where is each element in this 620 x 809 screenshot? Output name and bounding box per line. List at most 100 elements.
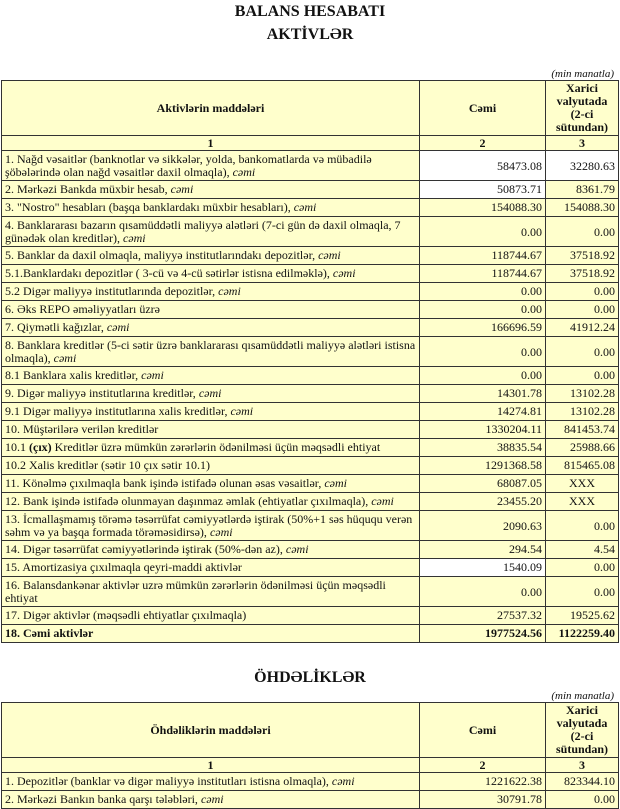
- total-value: 0.00: [419, 576, 546, 607]
- row-label: 8.1 Banklara xalis kreditlər, cəmi: [1, 366, 420, 385]
- table-row: 10.2 Xalis kreditlər (sətir 10 çıx sətir…: [1, 456, 619, 475]
- row-label: 9. Digər maliyyə institutlarına kreditlə…: [1, 384, 420, 403]
- row-label: 13. İcmallaşmamış törəmə təsərrüfat cəmi…: [1, 510, 420, 541]
- row-label: 10.1 (çıx) Kreditlər üzrə mümkün zərərlə…: [1, 438, 420, 457]
- row-label: 2. Mərkəzi Bankda müxbir hesab, cəmi: [1, 180, 420, 199]
- row-label-text: 5.2 Digər maliyyə institutlarında depozi…: [5, 284, 219, 298]
- total-value: 1977524.56: [419, 624, 546, 643]
- row-label-text: 18. Cəmi aktivlər: [5, 626, 94, 640]
- foreign-currency-value: 19525.62: [545, 606, 619, 625]
- column-number: 1: [1, 135, 420, 151]
- row-label: 8. Banklara kreditlər (5-ci sətir üzrə b…: [1, 336, 420, 367]
- foreign-currency-value: 37518.92: [545, 264, 619, 283]
- row-label-prefix: 10.1: [5, 440, 29, 454]
- foreign-currency-value: 841453.74: [545, 420, 619, 439]
- row-label-text: 8. Banklara kreditlər (5-ci sətir üzrə b…: [5, 337, 416, 365]
- table-row: 2. Mərkəzi Bankın banka qarşı tələbləri,…: [1, 790, 619, 809]
- row-label-suffix: cəmi: [293, 200, 317, 214]
- foreign-currency-value: 13102.28: [545, 384, 619, 403]
- row-label: 9.1 Digər maliyyə institutlarına xalis k…: [1, 402, 420, 421]
- total-value: 0.00: [419, 366, 546, 385]
- foreign-currency-value: 0.00: [545, 576, 619, 607]
- foreign-currency-value: 8361.79: [545, 180, 619, 199]
- row-label-suffix: cəmi: [318, 248, 341, 262]
- total-value: 154088.30: [419, 198, 546, 217]
- total-value: 118744.67: [419, 264, 546, 283]
- total-value: 58473.08: [419, 150, 546, 181]
- table-row: 1. Nağd vəsaitlər (banknotlar və sikkələ…: [1, 150, 619, 181]
- row-label-text: 10.2 Xalis kreditlər (sətir 10 çıx sətir…: [5, 458, 210, 472]
- row-label: 4. Banklararası bazarın qısamüddətli mal…: [1, 216, 420, 247]
- row-label-suffix: cəmi: [218, 284, 241, 298]
- table-row: 9. Digər maliyyə institutlarına kreditlə…: [1, 384, 619, 403]
- foreign-currency-value: 823344.10: [545, 772, 619, 791]
- row-label-suffix: cəmi: [141, 368, 164, 382]
- table-row: 4. Banklararası bazarın qısamüddətli mal…: [1, 216, 619, 247]
- row-label: 7. Qiymətli kağızlar, cəmi: [1, 318, 420, 337]
- total-value: 30791.78: [419, 790, 546, 809]
- foreign-currency-value: 37518.92: [545, 246, 619, 265]
- total-value: 0.00: [419, 282, 546, 301]
- table-row: 5. Banklar da daxil olmaqla, maliyyə ins…: [1, 246, 619, 265]
- row-label-text: 10. Müştərilərə verilən kreditlər: [5, 422, 159, 436]
- column-header-foreign-currency: Xarici valyutada (2-ci sütundan): [545, 702, 619, 758]
- row-label: 5. Banklar da daxil olmaqla, maliyyə ins…: [1, 246, 420, 265]
- foreign-currency-value: 0.00: [545, 300, 619, 319]
- total-value: 2090.63: [419, 510, 546, 541]
- foreign-currency-value: 13102.28: [545, 402, 619, 421]
- row-label-suffix: cəmi: [170, 182, 194, 196]
- row-label-text: 12. Bank işində istifadə olunmayan daşın…: [5, 494, 372, 508]
- total-value: 118744.67: [419, 246, 546, 265]
- table-row: 13. İcmallaşmamış törəmə təsərrüfat cəmi…: [1, 510, 619, 541]
- total-value: 38835.54: [419, 438, 546, 457]
- table-row: 6. Əks REPO əməliyyatları üzrə 0.00 0.00: [1, 300, 619, 319]
- table-row: 3. "Nostro" hesabları (başqa banklardakı…: [1, 198, 619, 217]
- row-label-suffix: cəmi: [324, 476, 347, 490]
- table-row: 9.1 Digər maliyyə institutlarına xalis k…: [1, 402, 619, 421]
- row-label-text: 13. İcmallaşmamış törəmə təsərrüfat cəmi…: [5, 511, 413, 539]
- table-row: 14. Digər təsərrüfat cəmiyyətlərində işt…: [1, 540, 619, 559]
- table-row: 2. Mərkəzi Bankda müxbir hesab, cəmi 5087…: [1, 180, 619, 199]
- column-number: 2: [419, 135, 546, 151]
- total-value: 14301.78: [419, 384, 546, 403]
- row-label: 15. Amortizasiya çıxılmaqla qeyri-maddi …: [1, 558, 420, 577]
- column-header-foreign-currency: Xarici valyutada (2-ci sütundan): [545, 80, 619, 136]
- assets-unit-note: (min manatla): [551, 68, 614, 80]
- row-label-suffix: cəmi: [53, 350, 77, 365]
- foreign-currency-value: 41912.24: [545, 318, 619, 337]
- total-value: 0.00: [419, 216, 546, 247]
- row-label: 10.2 Xalis kreditlər (sətir 10 çıx sətir…: [1, 456, 420, 475]
- liabilities-unit-note: (min manatla): [551, 690, 614, 702]
- row-label-suffix: cəmi: [332, 266, 356, 280]
- table-row: 8. Banklara kreditlər (5-ci sətir üzrə b…: [1, 336, 619, 367]
- row-label-text: 2. Mərkəzi Bankda müxbir hesab,: [5, 182, 171, 196]
- foreign-currency-value: 0.00: [545, 558, 619, 577]
- column-header-items: Öhdəliklərin maddələri: [1, 702, 420, 758]
- table-row: 10.1 (çıx) Kreditlər üzrə mümkün zərərlə…: [1, 438, 619, 457]
- row-label-suffix: cəmi: [371, 494, 394, 508]
- total-value: 50873.71: [419, 180, 546, 199]
- column-number: 2: [419, 757, 546, 773]
- total-value: 0.00: [419, 336, 546, 367]
- row-label: 16. Balansdankənar aktivlər uzrə mümkün …: [1, 576, 420, 607]
- table-row: 8.1 Banklara xalis kreditlər, cəmi 0.00 0.…: [1, 366, 619, 385]
- row-label-text: 17. Digər aktivlər (məqsədli ehtiyatlar …: [5, 608, 247, 622]
- foreign-currency-value: 0.00: [545, 790, 619, 809]
- row-label-suffix: cəmi: [106, 320, 130, 334]
- row-label-text: 7. Qiymətli kağızlar,: [5, 320, 107, 334]
- foreign-currency-value: 154088.30: [545, 198, 619, 217]
- table-row: 7. Qiymətli kağızlar, cəmi 166696.59 41912…: [1, 318, 619, 337]
- row-label-suffix: cəmi: [230, 404, 254, 418]
- table-row: 16. Balansdankənar aktivlər uzrə mümkün …: [1, 576, 619, 607]
- foreign-currency-value: XXX: [545, 492, 619, 511]
- total-value: 23455.20: [419, 492, 546, 511]
- foreign-currency-value: XXX: [545, 474, 619, 493]
- row-label-text: 4. Banklararası bazarın qısamüddətli mal…: [5, 217, 401, 245]
- row-label-suffix: cəmi: [285, 542, 309, 556]
- row-label: 6. Əks REPO əməliyyatları üzrə: [1, 300, 420, 319]
- column-number: 1: [1, 757, 420, 773]
- row-label: 1. Nağd vəsaitlər (banknotlar və sikkələ…: [1, 150, 420, 181]
- column-header-items: Aktivlərin maddələri: [1, 80, 420, 136]
- foreign-currency-value: 0.00: [545, 510, 619, 541]
- table-row: 5.2 Digər maliyyə institutlarında depozi…: [1, 282, 619, 301]
